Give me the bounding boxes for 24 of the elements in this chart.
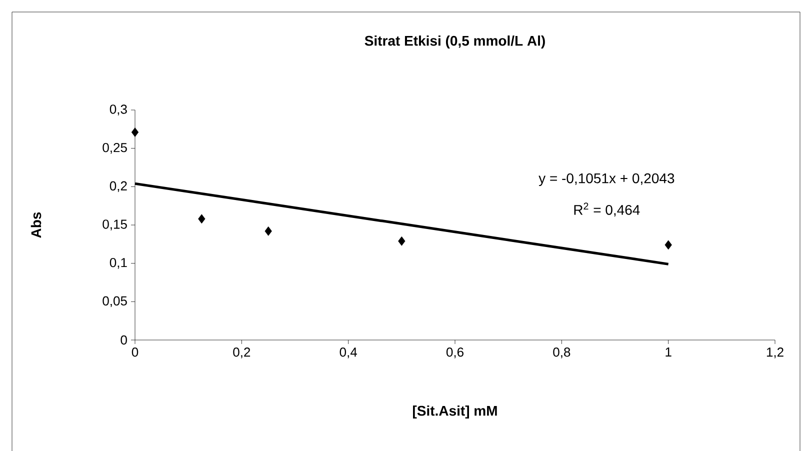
x-tick-label: 1 [666, 348, 672, 356]
x-tick-label: 0,4 [340, 348, 357, 358]
chart-title: Sitrat Etkisi (0,5 mmol/L Al) [364, 35, 545, 49]
y-tick-label: 0,25 [102, 142, 127, 154]
x-tick-label: 0,8 [553, 348, 570, 358]
y-tick-label: 0 [120, 335, 127, 345]
y-tick-label: 0,05 [102, 296, 127, 308]
point [398, 236, 406, 246]
y-tick-label: 0,3 [110, 104, 127, 116]
x-tick-label: 0 [132, 348, 138, 357]
x-tick-label: 1,2 [766, 348, 784, 358]
y-tick-label: 0,2 [110, 181, 127, 192]
annotation: y = -0,1051x + 0,2043 [538, 173, 674, 186]
y-tick-label: 0,1 [110, 258, 127, 269]
x-tick-label: 0,2 [233, 348, 250, 358]
point [131, 128, 139, 137]
point [664, 240, 672, 250]
x-tick-label: 0,6 [446, 348, 464, 358]
point [264, 226, 272, 236]
y-tick-label: 0,15 [102, 220, 127, 230]
annotation: R$^{2}$ = 0,464 [574, 202, 640, 217]
point [198, 214, 206, 224]
x-axis-title: [Sit.Asit] mM [413, 405, 497, 419]
y-axis-title: Abs [30, 212, 42, 238]
